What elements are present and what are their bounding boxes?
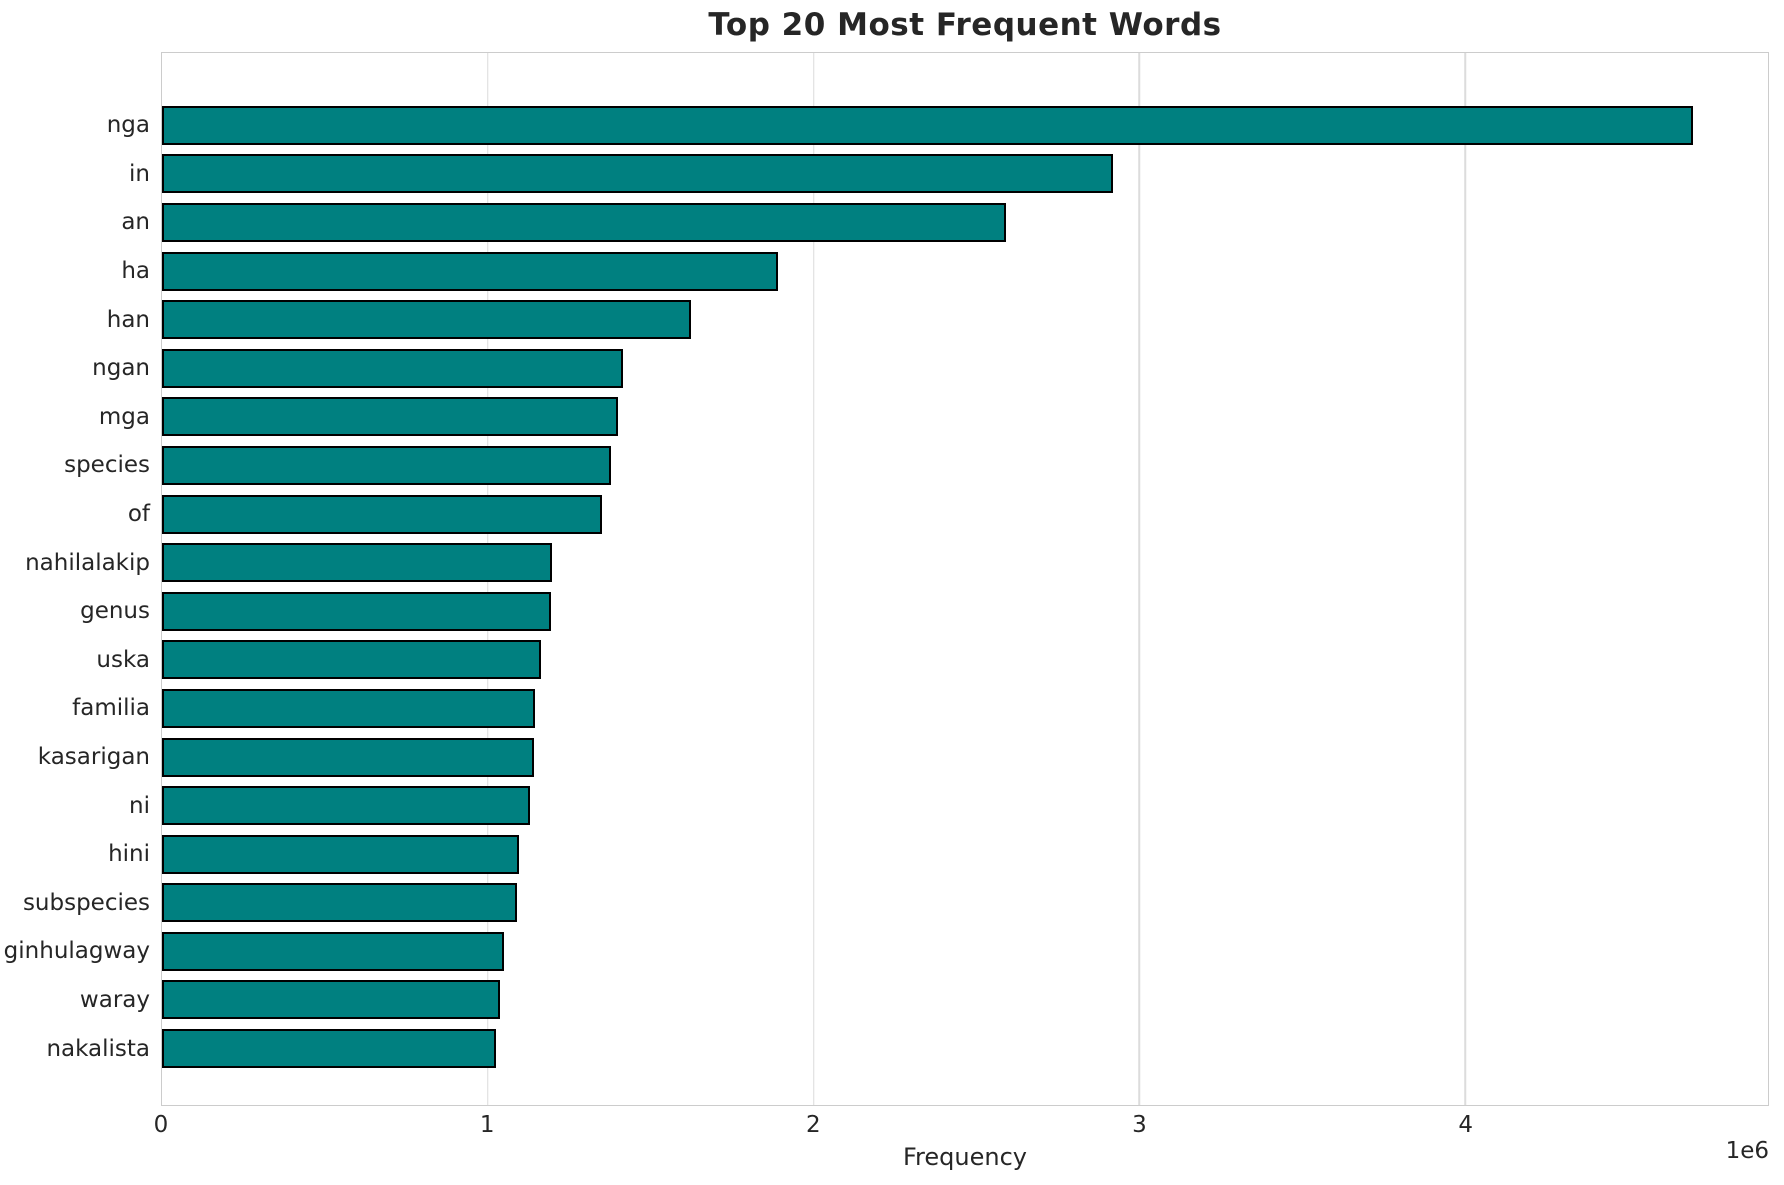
bar	[162, 786, 531, 826]
y-tick-label: of	[127, 501, 150, 528]
chart-row: kasarigan	[38, 733, 1768, 782]
chart-row: genus	[80, 587, 1768, 636]
y-tick-label: nahilalakip	[25, 549, 150, 576]
bar	[162, 105, 1694, 145]
y-tick-label: nga	[106, 112, 150, 139]
bar	[162, 1029, 496, 1069]
x-tick-label: 2	[806, 1112, 821, 1138]
y-tick-label: uska	[96, 646, 150, 673]
y-tick-label: familia	[72, 695, 150, 722]
bar	[162, 688, 535, 728]
y-tick-label: ngan	[92, 355, 150, 382]
chart-row: nahilalakip	[25, 538, 1768, 587]
chart-row: ni	[129, 781, 1768, 830]
y-tick-label: genus	[80, 598, 150, 625]
y-tick-label: mga	[98, 403, 150, 430]
bar	[162, 251, 778, 291]
chart-row: familia	[72, 684, 1768, 733]
chart-row: ginhulagway	[4, 927, 1768, 976]
x-tick-label: 4	[1458, 1112, 1473, 1138]
x-tick-label: 3	[1132, 1112, 1147, 1138]
axis-offset-label: 1e6	[1725, 1138, 1769, 1164]
bar	[162, 737, 535, 777]
bar	[162, 591, 551, 631]
y-tick-label: subspecies	[22, 889, 150, 916]
chart-row: of	[128, 490, 1768, 539]
bar	[162, 834, 520, 874]
bar	[162, 980, 500, 1020]
chart-row: species	[64, 441, 1768, 490]
bar	[162, 640, 541, 680]
chart-row: nga	[107, 101, 1768, 150]
y-tick-label: in	[129, 160, 150, 187]
bar	[162, 445, 611, 485]
chart-title: Top 20 Most Frequent Words	[708, 7, 1222, 43]
x-axis-label: Frequency	[903, 1143, 1027, 1171]
bar-rows: nga in an ha han ngan mga species of nahilalakip g…	[4, 53, 1768, 1105]
chart-row: ngan	[92, 344, 1768, 393]
plot-area: nga in an ha han ngan mga species of nahilalakip g…	[4, 52, 1769, 1106]
y-tick-label: ginhulagway	[3, 938, 150, 965]
y-tick-label: han	[106, 306, 150, 333]
chart-row: subspecies	[23, 879, 1768, 928]
chart-row: ha	[121, 247, 1768, 296]
bar	[162, 397, 619, 437]
y-tick-label: an	[121, 209, 150, 236]
chart-row: in	[129, 150, 1768, 199]
y-tick-label: kasarigan	[37, 744, 150, 771]
bar	[162, 300, 692, 340]
x-tick-label: 1	[479, 1112, 495, 1138]
y-tick-label: species	[64, 452, 150, 479]
y-tick-label: ha	[121, 258, 150, 285]
chart-row: han	[107, 295, 1768, 344]
bar	[162, 494, 602, 534]
bar	[162, 931, 505, 971]
bar	[162, 348, 623, 388]
bar	[162, 543, 553, 583]
chart-row: mga	[99, 393, 1768, 442]
y-tick-label: ni	[129, 792, 150, 819]
chart-row: waray	[80, 976, 1768, 1025]
gridline	[1138, 53, 1141, 1105]
y-tick-label: waray	[79, 986, 150, 1013]
chart-row: nakalista	[46, 1024, 1768, 1073]
bar	[162, 154, 1114, 194]
x-tick-label: 0	[153, 1112, 169, 1138]
chart-row: uska	[96, 636, 1768, 685]
chart-row: hini	[108, 830, 1768, 879]
y-tick-label: hini	[108, 841, 150, 868]
gridline	[812, 53, 815, 1105]
bar	[162, 202, 1006, 242]
gridline	[1464, 53, 1466, 1105]
chart-row: an	[121, 198, 1768, 247]
bar	[162, 883, 517, 923]
y-tick-label: nakalista	[46, 1035, 150, 1062]
